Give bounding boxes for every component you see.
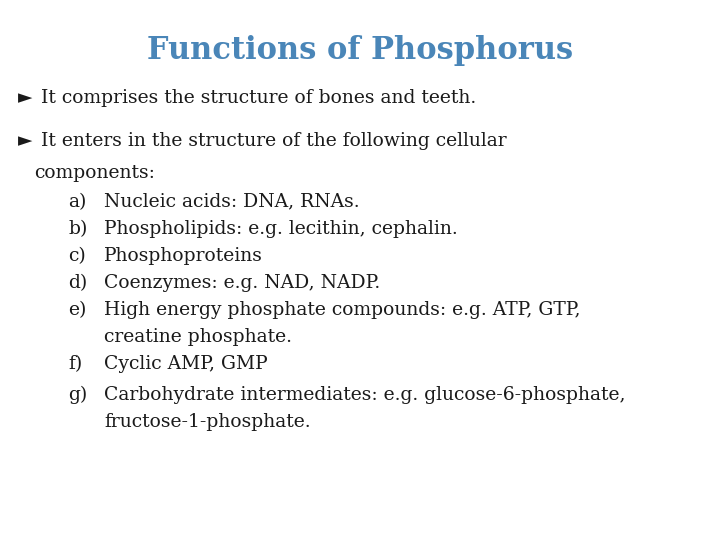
Text: d): d) (68, 274, 88, 292)
Text: High energy phosphate compounds: e.g. ATP, GTP,: High energy phosphate compounds: e.g. AT… (104, 301, 581, 319)
Text: creatine phosphate.: creatine phosphate. (104, 328, 292, 346)
Text: f): f) (68, 355, 83, 373)
Text: Phosphoproteins: Phosphoproteins (104, 247, 264, 265)
Text: c): c) (68, 247, 86, 265)
Text: b): b) (68, 220, 88, 238)
Text: fructose-1-phosphate.: fructose-1-phosphate. (104, 413, 311, 431)
Text: It comprises the structure of bones and teeth.: It comprises the structure of bones and … (41, 89, 477, 107)
Text: It enters in the structure of the following cellular: It enters in the structure of the follow… (41, 132, 507, 150)
Text: Coenzymes: e.g. NAD, NADP.: Coenzymes: e.g. NAD, NADP. (104, 274, 381, 292)
Text: Carbohydrate intermediates: e.g. glucose-6-phosphate,: Carbohydrate intermediates: e.g. glucose… (104, 386, 626, 404)
Text: ►: ► (18, 132, 32, 150)
Text: e): e) (68, 301, 87, 319)
Text: Nucleic acids: DNA, RNAs.: Nucleic acids: DNA, RNAs. (104, 193, 360, 211)
Text: a): a) (68, 193, 87, 211)
Text: Functions of Phosphorus: Functions of Phosphorus (147, 35, 573, 66)
Text: ►: ► (18, 89, 32, 107)
Text: components:: components: (35, 164, 156, 181)
Text: Cyclic AMP, GMP: Cyclic AMP, GMP (104, 355, 268, 373)
Text: g): g) (68, 386, 88, 404)
Text: Phospholipids: e.g. lecithin, cephalin.: Phospholipids: e.g. lecithin, cephalin. (104, 220, 458, 238)
